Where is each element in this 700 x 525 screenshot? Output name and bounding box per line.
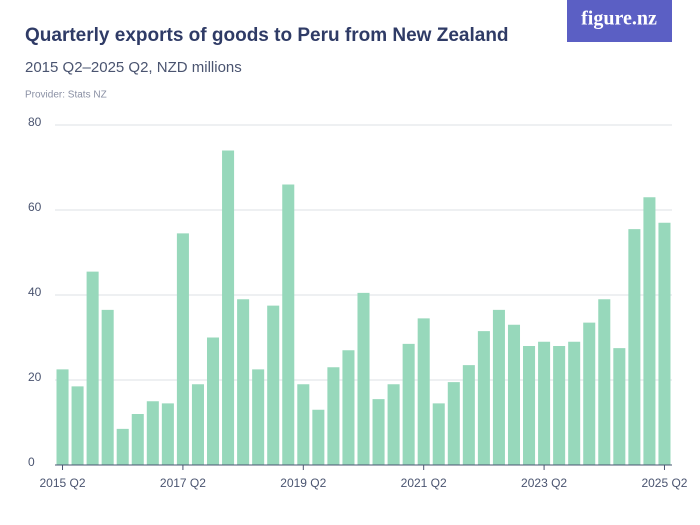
bar <box>237 299 250 465</box>
bar <box>101 309 114 465</box>
bar <box>342 350 355 465</box>
bar <box>357 292 370 465</box>
bar <box>628 229 641 465</box>
bar <box>222 150 235 465</box>
bar <box>297 384 310 465</box>
bar <box>477 331 490 465</box>
bar <box>267 305 280 465</box>
bar <box>613 348 626 465</box>
bar <box>658 222 671 465</box>
brand: figure.nz <box>581 8 657 30</box>
bar <box>252 369 265 465</box>
x-tick-label: 2021 Q2 <box>401 476 447 490</box>
y-tick-label: 20 <box>28 370 42 384</box>
bar <box>161 403 174 465</box>
x-tick-label: 2025 Q2 <box>641 476 687 490</box>
bar <box>56 369 69 465</box>
y-tick-label: 0 <box>28 455 35 469</box>
bar <box>86 271 99 465</box>
y-tick-label: 80 <box>28 115 42 129</box>
bar <box>432 403 445 465</box>
bar <box>116 428 129 465</box>
bar <box>523 346 536 465</box>
bar <box>387 384 400 465</box>
provider: Provider: Stats NZ <box>25 90 107 101</box>
bar <box>176 233 189 465</box>
x-tick-label: 2023 Q2 <box>521 476 567 490</box>
bar <box>568 341 581 465</box>
bar <box>146 401 159 465</box>
bar <box>71 386 84 465</box>
bar <box>312 409 325 465</box>
x-tick-label: 2017 Q2 <box>160 476 206 490</box>
bar <box>191 384 204 465</box>
bar <box>447 382 460 465</box>
y-tick-label: 60 <box>28 200 42 214</box>
x-tick-label: 2019 Q2 <box>280 476 326 490</box>
bar <box>643 197 656 465</box>
bar <box>538 341 551 465</box>
bar <box>462 365 475 465</box>
bar <box>492 309 505 465</box>
brand-box <box>567 0 672 42</box>
bar <box>327 367 340 465</box>
chart-subtitle: 2015 Q2–2025 Q2, NZD millions <box>25 59 242 76</box>
bar <box>417 318 430 465</box>
bar <box>402 343 415 465</box>
bar <box>131 414 144 465</box>
bar <box>583 322 596 465</box>
bar <box>553 346 566 465</box>
bar <box>206 337 220 465</box>
bar <box>598 299 611 465</box>
bar <box>372 399 385 465</box>
bar <box>282 184 295 465</box>
y-tick-label: 40 <box>28 285 42 299</box>
x-tick-label: 2015 Q2 <box>40 476 86 490</box>
chart-title: Quarterly exports of goods to Peru from … <box>25 25 509 46</box>
bar <box>507 324 521 465</box>
